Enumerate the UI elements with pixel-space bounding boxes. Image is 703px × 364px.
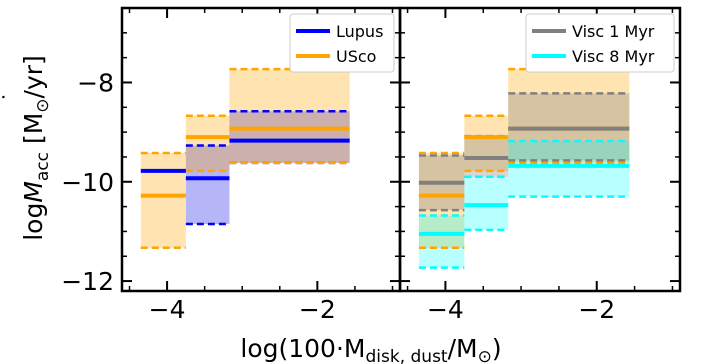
y-axis-label-sun: ⊙ <box>33 98 53 112</box>
y-axis-label-symbol: M <box>19 181 48 203</box>
legend: Lupus USco <box>289 13 395 73</box>
plot-frame <box>398 6 682 293</box>
y-axis-label: logMacc [M⊙/yr] <box>19 55 53 241</box>
legend-label: Visc 8 Myr <box>572 47 655 66</box>
range-box <box>508 141 630 197</box>
legend: Visc 1 Myr Visc 8 Myr <box>525 13 675 73</box>
y-tick-label: −8 <box>77 68 114 97</box>
y-axis-label-log: log <box>19 203 48 241</box>
range-box <box>185 145 230 224</box>
y-axis-label-sub: acc <box>33 152 53 181</box>
range-box <box>185 115 230 171</box>
x-tick-label: −4 <box>427 295 464 324</box>
range-box <box>508 69 630 163</box>
x-tick-label: −2 <box>578 295 615 324</box>
x-axis-label: log(100·Mdisk, dust/M⊙) <box>240 334 501 364</box>
x-tick-label: −2 <box>299 295 336 324</box>
x-axis-label-sub: disk, dust <box>365 347 447 364</box>
y-axis-label-unit: [M <box>19 113 48 152</box>
range-box <box>464 115 509 171</box>
x-axis-label-sun: ⊙ <box>478 347 492 364</box>
x-axis-label-close: ) <box>492 334 502 363</box>
y-tick-label: −10 <box>61 168 114 197</box>
x-axis-label-unit: /M <box>448 334 478 363</box>
y-tick-label: −12 <box>61 267 114 296</box>
range-box <box>229 69 350 163</box>
legend-label: USco <box>336 47 376 66</box>
x-tick-label: −4 <box>149 295 186 324</box>
y-axis-label-dot: ˙ <box>0 92 25 103</box>
right-panel: −4 −2 Visc 1 Myr Visc 8 Myr <box>398 6 682 324</box>
y-axis-label-unit-end: /yr] <box>19 55 48 98</box>
left-panel: −4 −2 −12 −10 −8 Lupus USco <box>61 6 402 324</box>
legend-label: Visc 1 Myr <box>572 22 655 41</box>
legend-label: Lupus <box>336 22 383 41</box>
range-box <box>418 215 465 268</box>
range-box <box>229 111 350 163</box>
x-axis-label-main: log(100·M <box>240 334 365 363</box>
range-box <box>140 152 186 248</box>
